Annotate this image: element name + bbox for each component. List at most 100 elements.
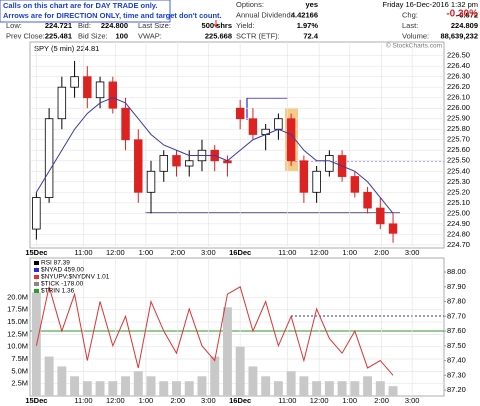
x-tick-label: 1:00	[342, 248, 357, 257]
candle-body	[57, 86, 67, 120]
annotation: Arrows are for DIRECTION ONLY, time and …	[3, 11, 222, 20]
volume-bar	[350, 381, 360, 396]
candle-body	[185, 160, 194, 167]
x-tick-label: 11:00	[278, 396, 296, 405]
candle-body	[376, 207, 385, 225]
field-label: Annual Dividend:	[236, 10, 293, 19]
x-tick-label: 16Dec	[229, 248, 251, 257]
field-value: 4.42166	[291, 10, 318, 19]
candle-body	[312, 170, 321, 193]
y-tick-label: 225.90	[447, 114, 470, 123]
candle-body	[108, 81, 118, 109]
x-tick-label: 3:00	[405, 248, 420, 257]
volume-bar	[82, 381, 92, 396]
candle-body	[159, 155, 168, 172]
volume-bar	[172, 381, 181, 396]
pct-change: -0.30%	[446, 9, 478, 20]
x-tick-label: 3:00	[201, 396, 216, 405]
volume-bar	[235, 346, 245, 396]
y-tick-label: 225.00	[447, 208, 470, 217]
y-tick-label: 225.40	[447, 166, 470, 175]
x-tick-label: 1:00	[139, 248, 154, 257]
x-tick-label: 11:00	[74, 248, 92, 257]
field-label: Low:	[6, 21, 22, 30]
field-value: 72.4	[303, 31, 318, 40]
x-tick-label: 1:00	[139, 396, 154, 405]
field-value: -0.672	[457, 10, 478, 19]
y-tick-label: 225.80	[447, 124, 470, 133]
x-tick-label: 11:00	[74, 396, 92, 405]
volume-bar	[146, 376, 156, 396]
field-value: 225.668	[205, 31, 232, 40]
y-tick-label: 226.40	[447, 61, 470, 70]
field-value: yes	[305, 0, 318, 9]
volume-bar	[261, 376, 271, 396]
field-label: Options:	[236, 0, 264, 9]
volume-bar	[197, 376, 207, 396]
field-label: Bid:	[78, 21, 91, 30]
field-label: Last Size:	[138, 21, 171, 30]
y-tick-label: 10.0M	[7, 342, 28, 351]
y2-tick-label: 87.70	[447, 311, 466, 320]
volume-bar	[222, 307, 232, 396]
x-tick-label: 12:00	[310, 396, 329, 405]
volume-bar	[388, 386, 398, 396]
x-tick-label: 12:00	[310, 248, 329, 257]
x-tick-label: 15Dec	[25, 396, 47, 405]
field-label: Bid Size:	[78, 31, 108, 40]
x-tick-label: 3:00	[201, 248, 216, 257]
legend-label: $TICK -178.00	[41, 281, 84, 288]
candle-body	[44, 118, 54, 198]
candle-body	[172, 155, 181, 167]
y-tick-label: 226.00	[447, 103, 470, 112]
volume-bar	[44, 356, 54, 396]
candle-body	[95, 81, 105, 99]
volume-bar	[133, 371, 143, 396]
y-tick-label: 2.5M	[11, 379, 28, 388]
y2-tick-label: 87.30	[447, 370, 466, 379]
y-tick-label: 225.30	[447, 177, 470, 186]
candle-body	[388, 223, 398, 234]
candle-body	[83, 76, 92, 99]
candle-body	[325, 155, 334, 172]
y-tick-label: 12.5M	[7, 329, 28, 338]
x-tick-label: 2:00	[374, 248, 389, 257]
candle-body	[286, 118, 296, 162]
volume-bar	[273, 381, 283, 396]
volume-bar	[70, 376, 80, 396]
annotation-box	[0, 0, 171, 23]
volume-bar	[95, 381, 105, 396]
candle-body	[32, 197, 41, 230]
field-value: 224.721	[45, 21, 72, 30]
volume-bar	[375, 381, 385, 396]
legend-swatch	[34, 289, 39, 293]
field-value: 224.809	[451, 21, 478, 30]
down-arrow	[213, 20, 219, 28]
y-tick-label: 226.10	[447, 93, 470, 102]
y-tick-label: 225.20	[447, 187, 470, 196]
y2-tick-label: 87.80	[447, 297, 466, 306]
x-tick-label: 2:00	[170, 396, 185, 405]
volume-bar	[299, 376, 309, 396]
volume-bar	[210, 356, 220, 396]
y2-tick-label: 87.50	[447, 341, 466, 350]
volume-bar	[337, 381, 347, 396]
chart-title: SPY (5 min) 224.81	[34, 44, 99, 53]
field-label: Yield:	[236, 21, 254, 30]
candle-body	[248, 118, 258, 135]
x-tick-label: 3:00	[405, 396, 420, 405]
field-value: 1.97%	[297, 21, 319, 30]
annotation: Calls on this chart are for DAY TRADE on…	[3, 1, 157, 10]
field-label: Prev Close:	[6, 31, 45, 40]
y-tick-label: 225.60	[447, 145, 470, 154]
x-tick-label: 11:00	[278, 248, 296, 257]
legend-swatch	[34, 261, 39, 265]
field-label: VWAP:	[138, 31, 162, 40]
legend-label: RSI 87.39	[41, 260, 70, 267]
y-tick-label: 226.50	[447, 51, 470, 60]
candle-body	[70, 76, 79, 88]
volume-bar	[363, 376, 373, 396]
legend-swatch	[34, 275, 39, 279]
y-tick-label: 226.30	[447, 72, 470, 81]
volume-bar	[184, 381, 194, 396]
